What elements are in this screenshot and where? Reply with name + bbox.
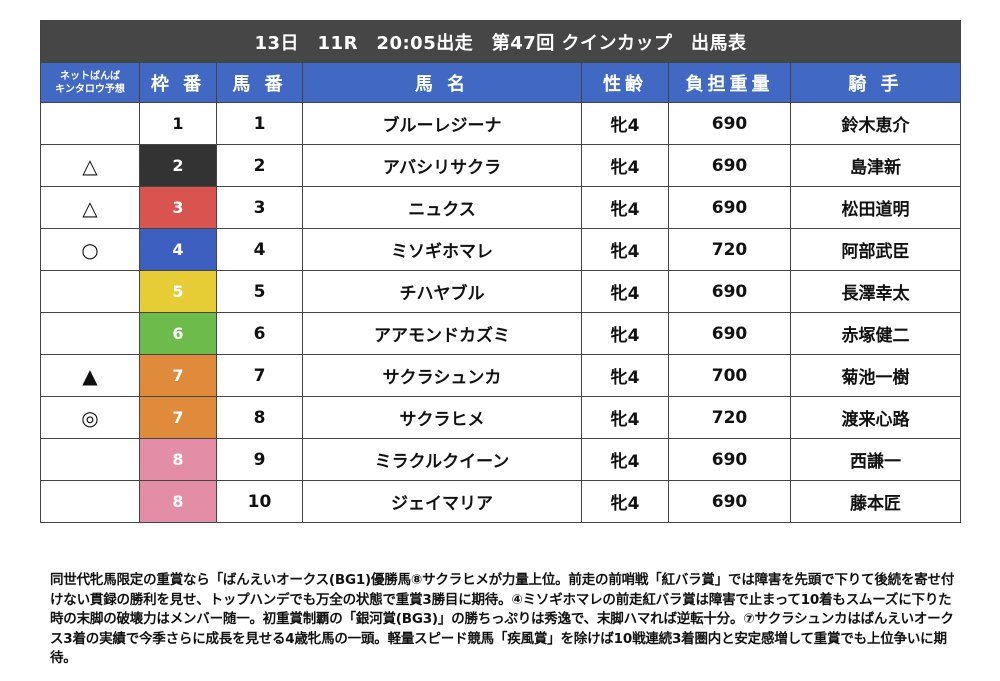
waku-number: 7 [139,354,217,397]
sex-age: 牝4 [581,102,669,145]
prediction-mark [40,312,140,355]
prediction-mark: ◎ [40,396,140,439]
sex-age: 牝4 [581,186,669,229]
horse-name: ブルーレジーナ [302,102,582,145]
jockey-name: 松田道明 [789,186,962,229]
horse-number: 8 [216,396,303,439]
header-sex-age: 性齢 [581,62,669,103]
header-jockey: 騎 手 [789,62,962,103]
jockey-name: 赤塚健二 [789,312,962,355]
table-row: ◎ 7 8 サクラヒメ 牝4 720 渡来心路 [40,396,962,439]
prediction-mark [40,480,140,523]
table-row: ○ 4 4 ミソギホマレ 牝4 720 阿部武臣 [40,228,962,271]
horse-number: 9 [216,438,303,481]
horse-name: ニュクス [302,186,582,229]
waku-number: 2 [139,144,217,187]
horse-number: 5 [216,270,303,313]
jockey-name: 阿部武臣 [789,228,962,271]
header-waku: 枠 番 [139,62,217,103]
horse-name: ミソギホマレ [302,228,582,271]
table-row: 6 6 アアモンドカズミ 牝4 690 赤塚健二 [40,312,962,355]
carried-weight: 720 [668,396,791,439]
sex-age: 牝4 [581,480,669,523]
header-prediction: ネットばんば キンタロウ予想 [40,62,140,103]
prediction-mark: ○ [40,228,140,271]
entry-rows: 1 1 ブルーレジーナ 牝4 690 鈴木恵介 △ 2 2 アバシリサクラ 牝4 690 島津新 △ 3 3 ニ… [40,102,962,523]
table-row: △ 3 3 ニュクス 牝4 690 松田道明 [40,186,962,229]
prediction-mark: △ [40,144,140,187]
horse-name: サクラシュンカ [302,354,582,397]
prediction-mark [40,438,140,481]
waku-number: 4 [139,228,217,271]
sex-age: 牝4 [581,144,669,187]
sex-age: 牝4 [581,270,669,313]
carried-weight: 690 [668,438,791,481]
table-row: △ 2 2 アバシリサクラ 牝4 690 島津新 [40,144,962,187]
jockey-name: 鈴木恵介 [789,102,962,145]
horse-number: 1 [216,102,303,145]
table-row: ▲ 7 7 サクラシュンカ 牝4 700 菊池一樹 [40,354,962,397]
waku-number: 7 [139,396,217,439]
header-horse-name: 馬 名 [302,62,582,103]
horse-name: アバシリサクラ [302,144,582,187]
horse-number: 7 [216,354,303,397]
horse-number: 10 [216,480,303,523]
horse-number: 3 [216,186,303,229]
horse-name: ミラクルクイーン [302,438,582,481]
race-commentary: 同世代牝馬限定の重賞なら「ばんえいオークス(BG1)優勝馬⑧サクラヒメが力量上位… [50,572,955,666]
prediction-mark: △ [40,186,140,229]
sex-age: 牝4 [581,438,669,481]
jockey-name: 西謙一 [789,438,962,481]
sex-age: 牝4 [581,228,669,271]
table-row: 5 5 チハヤブル 牝4 690 長澤幸太 [40,270,962,313]
carried-weight: 690 [668,144,791,187]
jockey-name: 藤本匠 [789,480,962,523]
carried-weight: 690 [668,186,791,229]
horse-number: 4 [216,228,303,271]
waku-number: 5 [139,270,217,313]
race-title: 13日 11R 20:05出走 第47回 クインカップ 出馬表 [39,20,962,63]
waku-number: 1 [139,102,217,145]
waku-number: 8 [139,438,217,481]
race-entry-table: 13日 11R 20:05出走 第47回 クインカップ 出馬表 ネットばんば キ… [39,20,962,523]
jockey-name: 菊池一樹 [789,354,962,397]
jockey-name: 長澤幸太 [789,270,962,313]
header-umaban: 馬 番 [216,62,303,103]
waku-number: 6 [139,312,217,355]
carried-weight: 690 [668,102,791,145]
sex-age: 牝4 [581,396,669,439]
sex-age: 牝4 [581,354,669,397]
carried-weight: 690 [668,480,791,523]
header-prediction-line1: ネットばんば [60,70,120,82]
waku-number: 8 [139,480,217,523]
jockey-name: 島津新 [789,144,962,187]
table-row: 8 10 ジェイマリア 牝4 690 藤本匠 [40,480,962,523]
prediction-mark [40,270,140,313]
prediction-mark [40,102,140,145]
carried-weight: 690 [668,312,791,355]
horse-name: ジェイマリア [302,480,582,523]
header-prediction-line2: キンタロウ予想 [55,83,125,95]
prediction-mark: ▲ [40,354,140,397]
header-weight: 負担重量 [668,62,791,103]
carried-weight: 720 [668,228,791,271]
horse-name: サクラヒメ [302,396,582,439]
sex-age: 牝4 [581,312,669,355]
waku-number: 3 [139,186,217,229]
carried-weight: 700 [668,354,791,397]
table-row: 1 1 ブルーレジーナ 牝4 690 鈴木恵介 [40,102,962,145]
jockey-name: 渡来心路 [789,396,962,439]
table-row: 8 9 ミラクルクイーン 牝4 690 西謙一 [40,438,962,481]
horse-number: 2 [216,144,303,187]
horse-number: 6 [216,312,303,355]
horse-name: チハヤブル [302,270,582,313]
carried-weight: 690 [668,270,791,313]
horse-name: アアモンドカズミ [302,312,582,355]
